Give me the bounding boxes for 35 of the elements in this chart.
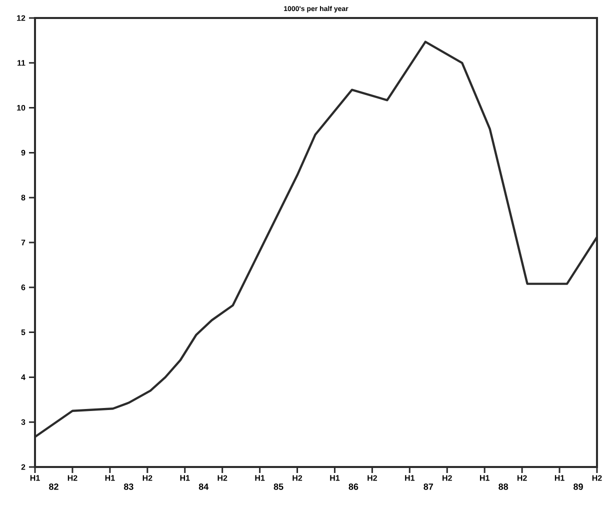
- y-tick-label: 6: [21, 284, 26, 290]
- text: H2: [517, 475, 527, 481]
- y-tick-label: 3: [21, 419, 26, 425]
- text: H2: [142, 475, 152, 481]
- x-tick-label: 82: [49, 484, 58, 490]
- text: H2: [68, 475, 78, 481]
- text: H2: [368, 475, 377, 481]
- y-tick-label: 9: [21, 150, 26, 156]
- y-tick-label: 7: [21, 240, 26, 246]
- text: H1: [554, 475, 564, 481]
- x-tick-label: 85: [274, 484, 284, 490]
- y-tick-label: 11: [18, 60, 26, 66]
- text: H2: [292, 475, 302, 481]
- text: H2: [442, 475, 452, 481]
- x-tick-label: 83: [124, 484, 134, 490]
- text: H1: [180, 475, 190, 481]
- text: H1: [405, 475, 415, 481]
- text: H1: [480, 475, 490, 481]
- text: H1: [330, 475, 340, 481]
- y-tick-label: 5: [21, 330, 26, 336]
- text: H1: [105, 475, 115, 481]
- y-tick-label: 4: [21, 374, 26, 380]
- text: H1: [30, 475, 40, 481]
- x-tick-label: 87: [424, 484, 434, 490]
- x-tick-label: 86: [348, 484, 358, 490]
- y-tick-label: 12: [17, 15, 26, 21]
- text: H1: [255, 475, 265, 481]
- x-tick-label: 84: [198, 484, 209, 490]
- text: H2: [592, 475, 602, 481]
- x-tick-label: 89: [574, 484, 583, 490]
- text: H2: [218, 475, 228, 481]
- y-tick-label: 8: [21, 194, 26, 200]
- y-tick-label: 10: [17, 104, 26, 111]
- y-tick-label: 2: [21, 464, 26, 470]
- x-tick-label: 88: [498, 484, 508, 490]
